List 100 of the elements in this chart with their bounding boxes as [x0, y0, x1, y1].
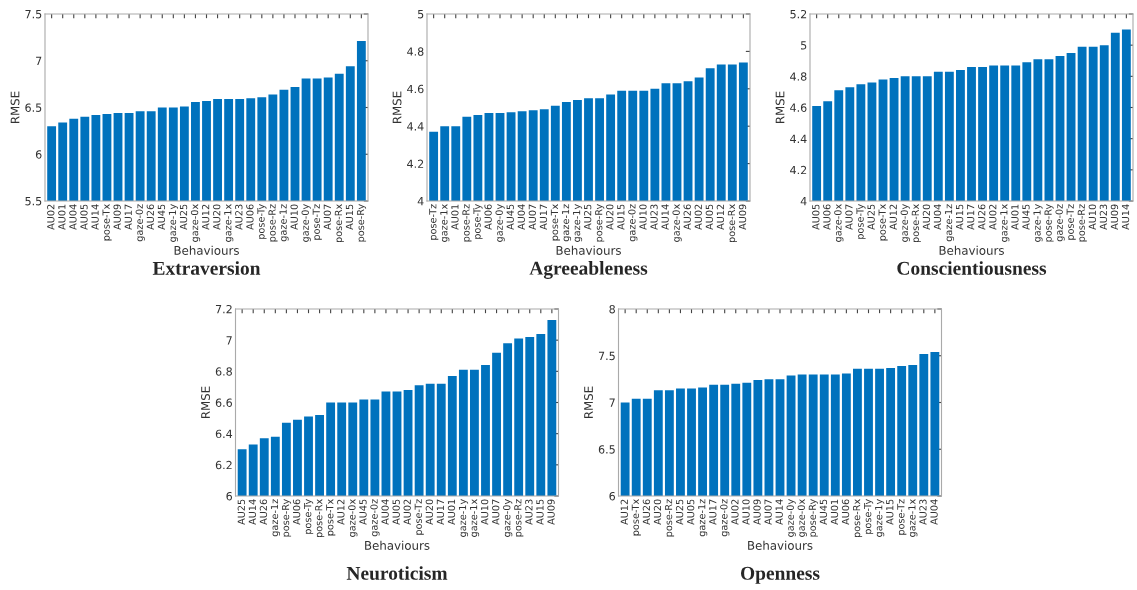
- text: Conscientiousness: [897, 261, 1047, 275]
- x-tick-label: AU02: [731, 499, 739, 525]
- x-tick-label: AU26: [642, 499, 651, 525]
- x-tick-label: gaze-1x: [440, 204, 450, 242]
- x-tick-label: AU20: [213, 204, 221, 230]
- x-tick-label: AU10: [742, 499, 750, 525]
- x-tick-label: AU04: [517, 204, 525, 230]
- x-tick-label: gaze-0z: [135, 204, 145, 242]
- x-tick-label: AU14: [661, 204, 669, 230]
- x-tick-label: gaze-0y: [786, 499, 796, 537]
- x-tick-label: AU05: [80, 204, 88, 230]
- x-tick-label: AU07: [528, 204, 537, 230]
- text: Extraversion: [152, 261, 261, 275]
- x-tick-label: AU15: [956, 204, 964, 230]
- y-axis-title: RMSE: [201, 386, 210, 419]
- x-tick-label: AU12: [201, 204, 210, 230]
- x-tick-label: AU26: [259, 499, 268, 525]
- x-tick-label: AU25: [675, 499, 684, 525]
- x-tick-label: pose-Tx: [102, 204, 112, 241]
- y-tick-label: 6.2: [215, 460, 232, 470]
- text: Agreeableness: [529, 261, 648, 279]
- y-tick-label: 7.2: [215, 304, 232, 314]
- x-tick-label: AU26: [146, 204, 155, 230]
- y-tick-label: 4.4: [790, 134, 807, 143]
- x-tick-label: pose-Tz: [414, 499, 424, 535]
- x-tick-label: gaze-1y: [1033, 204, 1043, 242]
- x-tick-label: pose-Rx: [853, 499, 863, 538]
- x-tick-label: AU09: [547, 499, 555, 525]
- x-tick-label: gaze-0y: [900, 204, 910, 242]
- x-tick-label: pose-Tx: [631, 499, 641, 536]
- y-tick-label: 5: [801, 41, 807, 50]
- y-tick-label: 4.8: [790, 72, 807, 81]
- x-tick-label: gaze-1z: [698, 499, 708, 537]
- x-tick-label: AU15: [617, 204, 625, 230]
- x-tick-label: AU02: [694, 204, 702, 230]
- x-tick-label: AU07: [845, 204, 853, 230]
- x-tick-label: gaze-1x: [1000, 204, 1010, 242]
- x-tick-label: AU02: [47, 204, 55, 230]
- x-tick-label: pose-Tx: [878, 204, 888, 241]
- x-tick-label: pose-Rz: [514, 499, 524, 537]
- x-tick-label: AU04: [381, 499, 389, 525]
- x-tick-label: pose-Ty: [864, 499, 874, 534]
- x-tick-label: gaze-1z: [279, 204, 289, 242]
- x-tick-label: gaze-1x: [908, 499, 918, 537]
- x-tick-label: AU25: [583, 204, 592, 230]
- x-tick-label: AU14: [775, 499, 783, 525]
- x-tick-label: gaze-1y: [573, 204, 583, 242]
- x-tick-label: AU23: [235, 204, 243, 230]
- y-tick-label: 6: [609, 491, 616, 501]
- x-tick-label: AU12: [620, 499, 628, 525]
- x-tick-label: AU05: [812, 204, 820, 230]
- x-tick-label: AU25: [867, 204, 875, 230]
- x-tick-label: AU26: [683, 204, 691, 230]
- x-tick-label: gaze-0z: [1055, 204, 1065, 242]
- y-tick-label: 4.4: [407, 122, 424, 131]
- x-tick-label: AU04: [933, 204, 942, 230]
- x-tick-label: pose-Ty: [473, 204, 483, 239]
- x-tick-label: AU04: [930, 499, 938, 525]
- x-tick-label: AU05: [686, 499, 695, 525]
- x-tick-label: AU09: [113, 204, 121, 230]
- x-tick-label: AU23: [919, 499, 927, 525]
- x-tick-label: AU45: [157, 204, 166, 230]
- x-axis-title: Behaviours: [365, 540, 430, 550]
- x-axis-title: Behaviours: [174, 245, 239, 255]
- y-axis-title: RMSE: [775, 91, 785, 124]
- x-tick-label: pose-Tz: [312, 204, 322, 240]
- x-tick-label: gaze-0z: [628, 204, 638, 242]
- x-tick-label: pose-Ry: [281, 499, 292, 537]
- x-tick-label: pose-Ry: [1044, 204, 1054, 242]
- x-tick-label: AU12: [337, 499, 345, 525]
- x-tick-label: AU01: [1011, 204, 1019, 230]
- y-tick-label: 5.5: [25, 197, 42, 206]
- x-tick-label: AU12: [716, 204, 725, 230]
- x-tick-label: gaze-0x: [834, 204, 844, 242]
- x-tick-label: pose-Tz: [429, 204, 439, 240]
- x-tick-label: pose-Tz: [1066, 204, 1076, 240]
- x-tick-label: AU26: [978, 204, 986, 230]
- x-tick-label: AU25: [179, 204, 188, 230]
- x-tick-label: AU23: [1099, 204, 1108, 230]
- x-tick-label: gaze-0x: [672, 204, 682, 242]
- x-tick-label: AU14: [1121, 204, 1130, 230]
- x-tick-label: AU45: [359, 499, 367, 525]
- y-axis-title: RMSE: [392, 91, 402, 124]
- y-tick-label: 6.5: [598, 445, 615, 454]
- y-tick-label: 6.4: [215, 429, 233, 439]
- y-tick-label: 8: [609, 304, 615, 314]
- x-tick-label: AU15: [536, 499, 544, 525]
- x-tick-label: AU06: [292, 499, 301, 525]
- x-tick-label: AU01: [58, 204, 66, 230]
- x-tick-label: AU01: [830, 499, 839, 525]
- x-tick-label: pose-Tz: [897, 499, 907, 535]
- y-tick-label: 6: [35, 150, 42, 159]
- x-tick-label: AU14: [248, 499, 257, 525]
- x-tick-label: pose-Ry: [356, 204, 367, 242]
- x-tick-label: gaze-0z: [720, 499, 730, 537]
- x-tick-label: gaze-0x: [190, 204, 201, 242]
- x-tick-label: gaze-0x: [797, 499, 807, 537]
- x-tick-label: pose-Ty: [304, 499, 314, 534]
- x-tick-label: AU17: [967, 204, 975, 230]
- x-tick-label: pose-Rx: [334, 204, 344, 243]
